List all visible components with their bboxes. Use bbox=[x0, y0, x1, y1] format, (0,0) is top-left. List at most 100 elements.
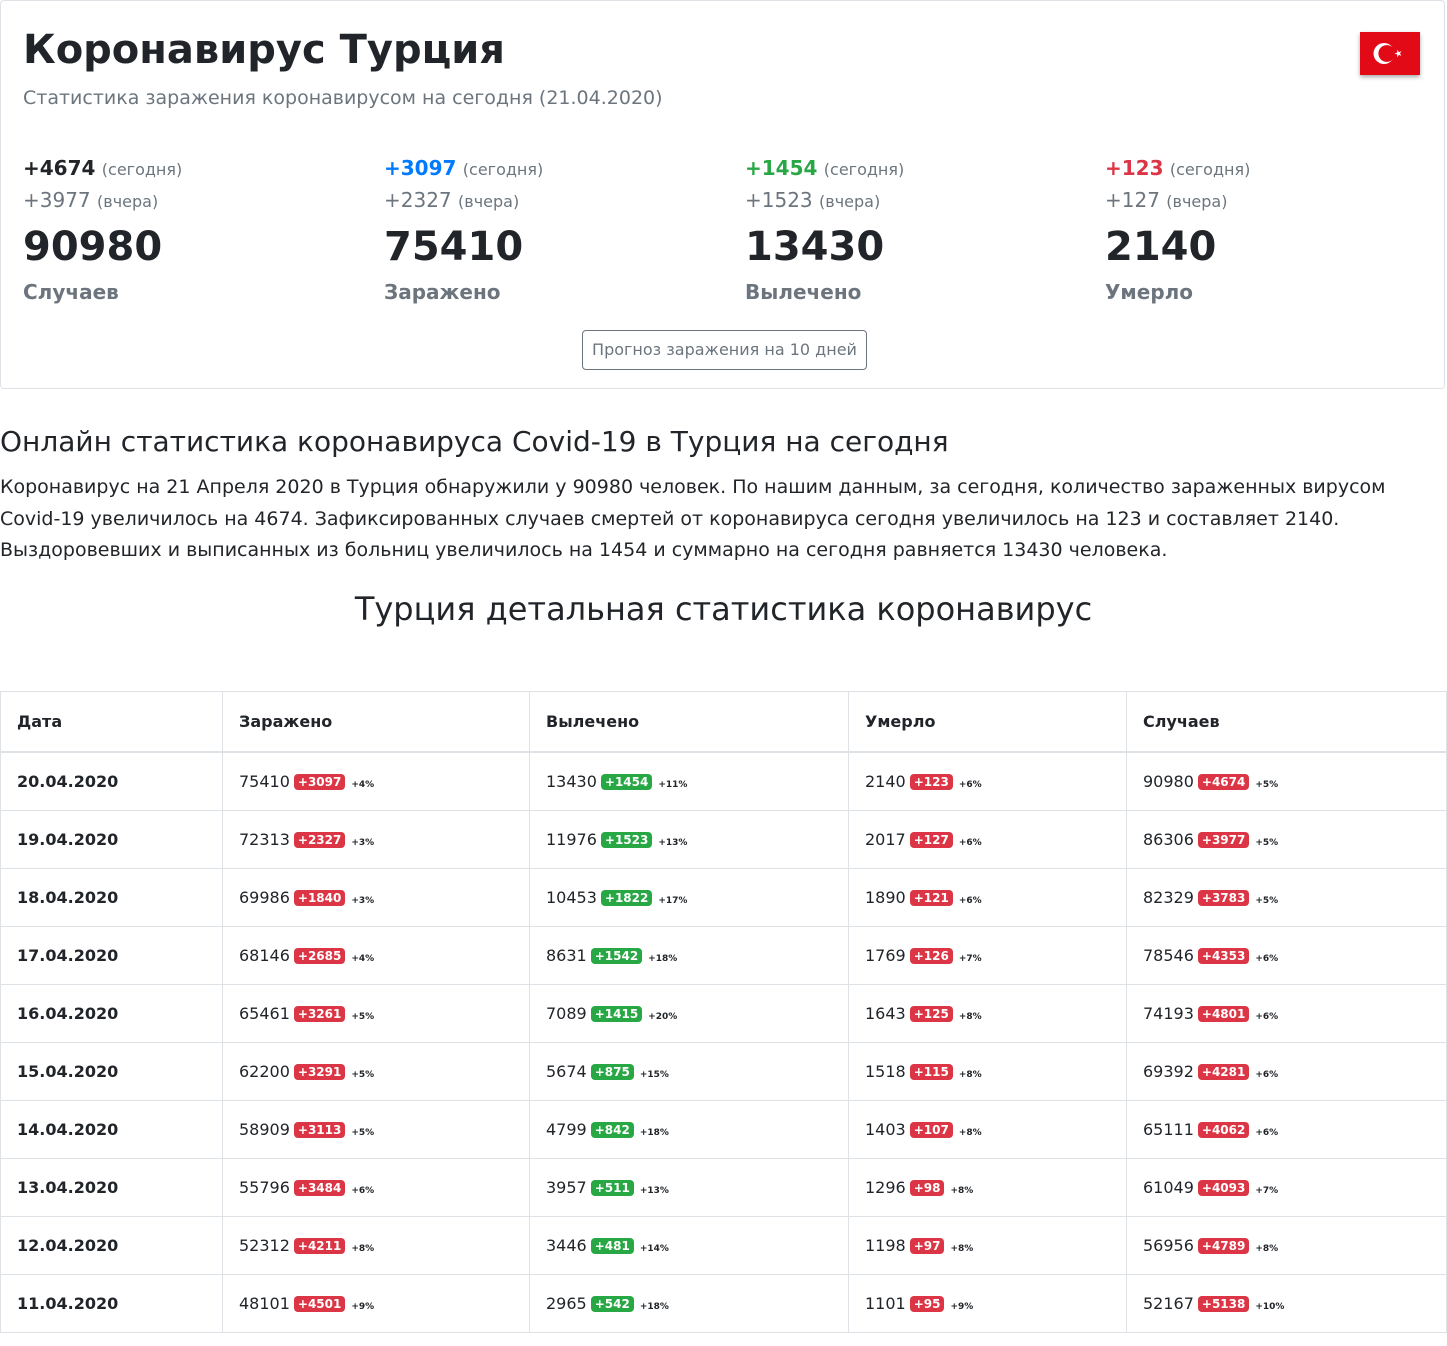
table-row: 16.04.2020 65461 +3261 +5% 7089 +1415 +20% 1643… bbox=[0, 984, 1447, 1043]
died-value: 2140 bbox=[865, 772, 906, 791]
infected-value: 68146 bbox=[239, 946, 290, 965]
died-value: 1296 bbox=[865, 1178, 906, 1197]
online-paragraph: Коронавирус на 21 Апреля 2020 в Турция о… bbox=[0, 476, 1386, 561]
died-percent: +6% bbox=[958, 838, 982, 848]
died-delta-badge: +123 bbox=[909, 774, 953, 790]
cell-died: 2140 +123 +6% bbox=[848, 751, 1127, 811]
recovered-value: 2965 bbox=[546, 1294, 587, 1313]
cases-percent: +5% bbox=[1255, 896, 1279, 906]
table-body: 20.04.2020 75410 +3097 +4% 13430 +1454 +11% 214… bbox=[0, 751, 1447, 1333]
cell-infected: 62200 +3291 +5% bbox=[222, 1042, 530, 1101]
stat-infected-total: 75410 bbox=[384, 224, 524, 270]
cell-died: 1403 +107 +8% bbox=[848, 1100, 1127, 1159]
cases-value: 69392 bbox=[1143, 1062, 1194, 1081]
infected-delta-badge: +3484 bbox=[293, 1180, 346, 1196]
cell-infected: 72313 +2327 +3% bbox=[222, 810, 530, 869]
cases-delta-badge: +3783 bbox=[1197, 890, 1250, 906]
cell-infected: 68146 +2685 +4% bbox=[222, 926, 530, 985]
header-infected: Заражено bbox=[222, 691, 530, 753]
cell-recovered: 5674 +875 +15% bbox=[529, 1042, 849, 1101]
yesterday-label: (вчера) bbox=[1166, 192, 1228, 211]
infected-delta-badge: +2685 bbox=[293, 948, 346, 964]
cases-percent: +8% bbox=[1255, 1244, 1279, 1254]
stat-recovered-yesterday: +1523 bbox=[745, 188, 813, 212]
cell-recovered: 4799 +842 +18% bbox=[529, 1100, 849, 1159]
died-value: 1403 bbox=[865, 1120, 906, 1139]
cases-percent: +7% bbox=[1255, 1186, 1279, 1196]
table-row: 15.04.2020 62200 +3291 +5% 5674 +875 +15% 1518 +… bbox=[0, 1042, 1447, 1101]
cases-delta-badge: +4674 bbox=[1197, 774, 1250, 790]
table-row: 18.04.2020 69986 +1840 +3% 10453 +1822 +17% 189… bbox=[0, 868, 1447, 927]
today-label: (сегодня) bbox=[462, 160, 544, 179]
recovered-percent: +15% bbox=[639, 1070, 669, 1080]
recovered-delta-badge: +481 bbox=[590, 1238, 634, 1254]
died-delta-badge: +115 bbox=[909, 1064, 953, 1080]
table-row: 17.04.2020 68146 +2685 +4% 8631 +1542 +18% 1769… bbox=[0, 926, 1447, 985]
stat-infected: +3097 (сегодня) +2327 (вчера) 75410 Зара… bbox=[384, 153, 724, 307]
cell-cases: 90980 +4674 +5% bbox=[1126, 751, 1447, 811]
cell-date: 16.04.2020 bbox=[0, 984, 223, 1043]
recovered-percent: +18% bbox=[639, 1128, 669, 1138]
cell-date: 20.04.2020 bbox=[0, 751, 223, 811]
recovered-value: 7089 bbox=[546, 1004, 587, 1023]
cell-died: 1890 +121 +6% bbox=[848, 868, 1127, 927]
died-delta-badge: +125 bbox=[909, 1006, 953, 1022]
yesterday-label: (вчера) bbox=[819, 192, 881, 211]
cell-died: 1198 +97 +8% bbox=[848, 1216, 1127, 1275]
infected-value: 75410 bbox=[239, 772, 290, 791]
cell-cases: 69392 +4281 +6% bbox=[1126, 1042, 1447, 1101]
cases-percent: +6% bbox=[1255, 1012, 1279, 1022]
cases-percent: +10% bbox=[1255, 1302, 1285, 1312]
cell-infected: 69986 +1840 +3% bbox=[222, 868, 530, 927]
infected-value: 69986 bbox=[239, 888, 290, 907]
cases-delta-badge: +4281 bbox=[1197, 1064, 1250, 1080]
header-died: Умерло bbox=[848, 691, 1127, 753]
table-row: 19.04.2020 72313 +2327 +3% 11976 +1523 +13% 201… bbox=[0, 810, 1447, 869]
table-row: 13.04.2020 55796 +3484 +6% 3957 +511 +13% 1296 +… bbox=[0, 1158, 1447, 1217]
died-value: 1769 bbox=[865, 946, 906, 965]
recovered-delta-badge: +842 bbox=[590, 1122, 634, 1138]
cases-delta-badge: +3977 bbox=[1197, 832, 1250, 848]
infected-percent: +3% bbox=[351, 896, 375, 906]
infected-delta-badge: +2327 bbox=[293, 832, 346, 848]
recovered-delta-badge: +511 bbox=[590, 1180, 634, 1196]
cell-date: 13.04.2020 bbox=[0, 1158, 223, 1217]
cases-delta-badge: +4093 bbox=[1197, 1180, 1250, 1196]
died-percent: +8% bbox=[950, 1186, 974, 1196]
recovered-percent: +14% bbox=[639, 1244, 669, 1254]
stat-cases-yesterday: +3977 bbox=[23, 188, 91, 212]
infected-delta-badge: +3097 bbox=[293, 774, 346, 790]
forecast-button[interactable]: Прогноз заражения на 10 дней bbox=[582, 330, 867, 370]
recovered-delta-badge: +1415 bbox=[590, 1006, 643, 1022]
infected-delta-badge: +3113 bbox=[293, 1122, 346, 1138]
infected-percent: +9% bbox=[351, 1302, 375, 1312]
cell-cases: 65111 +4062 +6% bbox=[1126, 1100, 1447, 1159]
infected-value: 58909 bbox=[239, 1120, 290, 1139]
cases-value: 90980 bbox=[1143, 772, 1194, 791]
recovered-percent: +18% bbox=[639, 1302, 669, 1312]
died-delta-badge: +97 bbox=[909, 1238, 945, 1254]
recovered-delta-badge: +1822 bbox=[600, 890, 653, 906]
table-header-row: Дата Заражено Вылечено Умерло Случаев bbox=[0, 691, 1447, 753]
table-row: 14.04.2020 58909 +3113 +5% 4799 +842 +18% 1403 +… bbox=[0, 1100, 1447, 1159]
cases-delta-badge: +4789 bbox=[1197, 1238, 1250, 1254]
stat-cases-total: 90980 bbox=[23, 224, 163, 270]
cases-percent: +5% bbox=[1255, 838, 1279, 848]
cell-cases: 52167 +5138 +10% bbox=[1126, 1274, 1447, 1333]
infected-percent: +4% bbox=[351, 954, 375, 964]
infected-percent: +5% bbox=[351, 1128, 375, 1138]
recovered-delta-badge: +1523 bbox=[600, 832, 653, 848]
died-percent: +6% bbox=[958, 780, 982, 790]
died-percent: +6% bbox=[958, 896, 982, 906]
cases-percent: +5% bbox=[1255, 780, 1279, 790]
cell-died: 1769 +126 +7% bbox=[848, 926, 1127, 985]
infected-percent: +3% bbox=[351, 838, 375, 848]
recovered-delta-badge: +1454 bbox=[600, 774, 653, 790]
cell-date: 19.04.2020 bbox=[0, 810, 223, 869]
infected-value: 62200 bbox=[239, 1062, 290, 1081]
died-percent: +8% bbox=[958, 1070, 982, 1080]
cell-infected: 75410 +3097 +4% bbox=[222, 751, 530, 811]
stat-died-label: Умерло bbox=[1105, 280, 1194, 304]
recovered-value: 3446 bbox=[546, 1236, 587, 1255]
infected-delta-badge: +4501 bbox=[293, 1296, 346, 1312]
